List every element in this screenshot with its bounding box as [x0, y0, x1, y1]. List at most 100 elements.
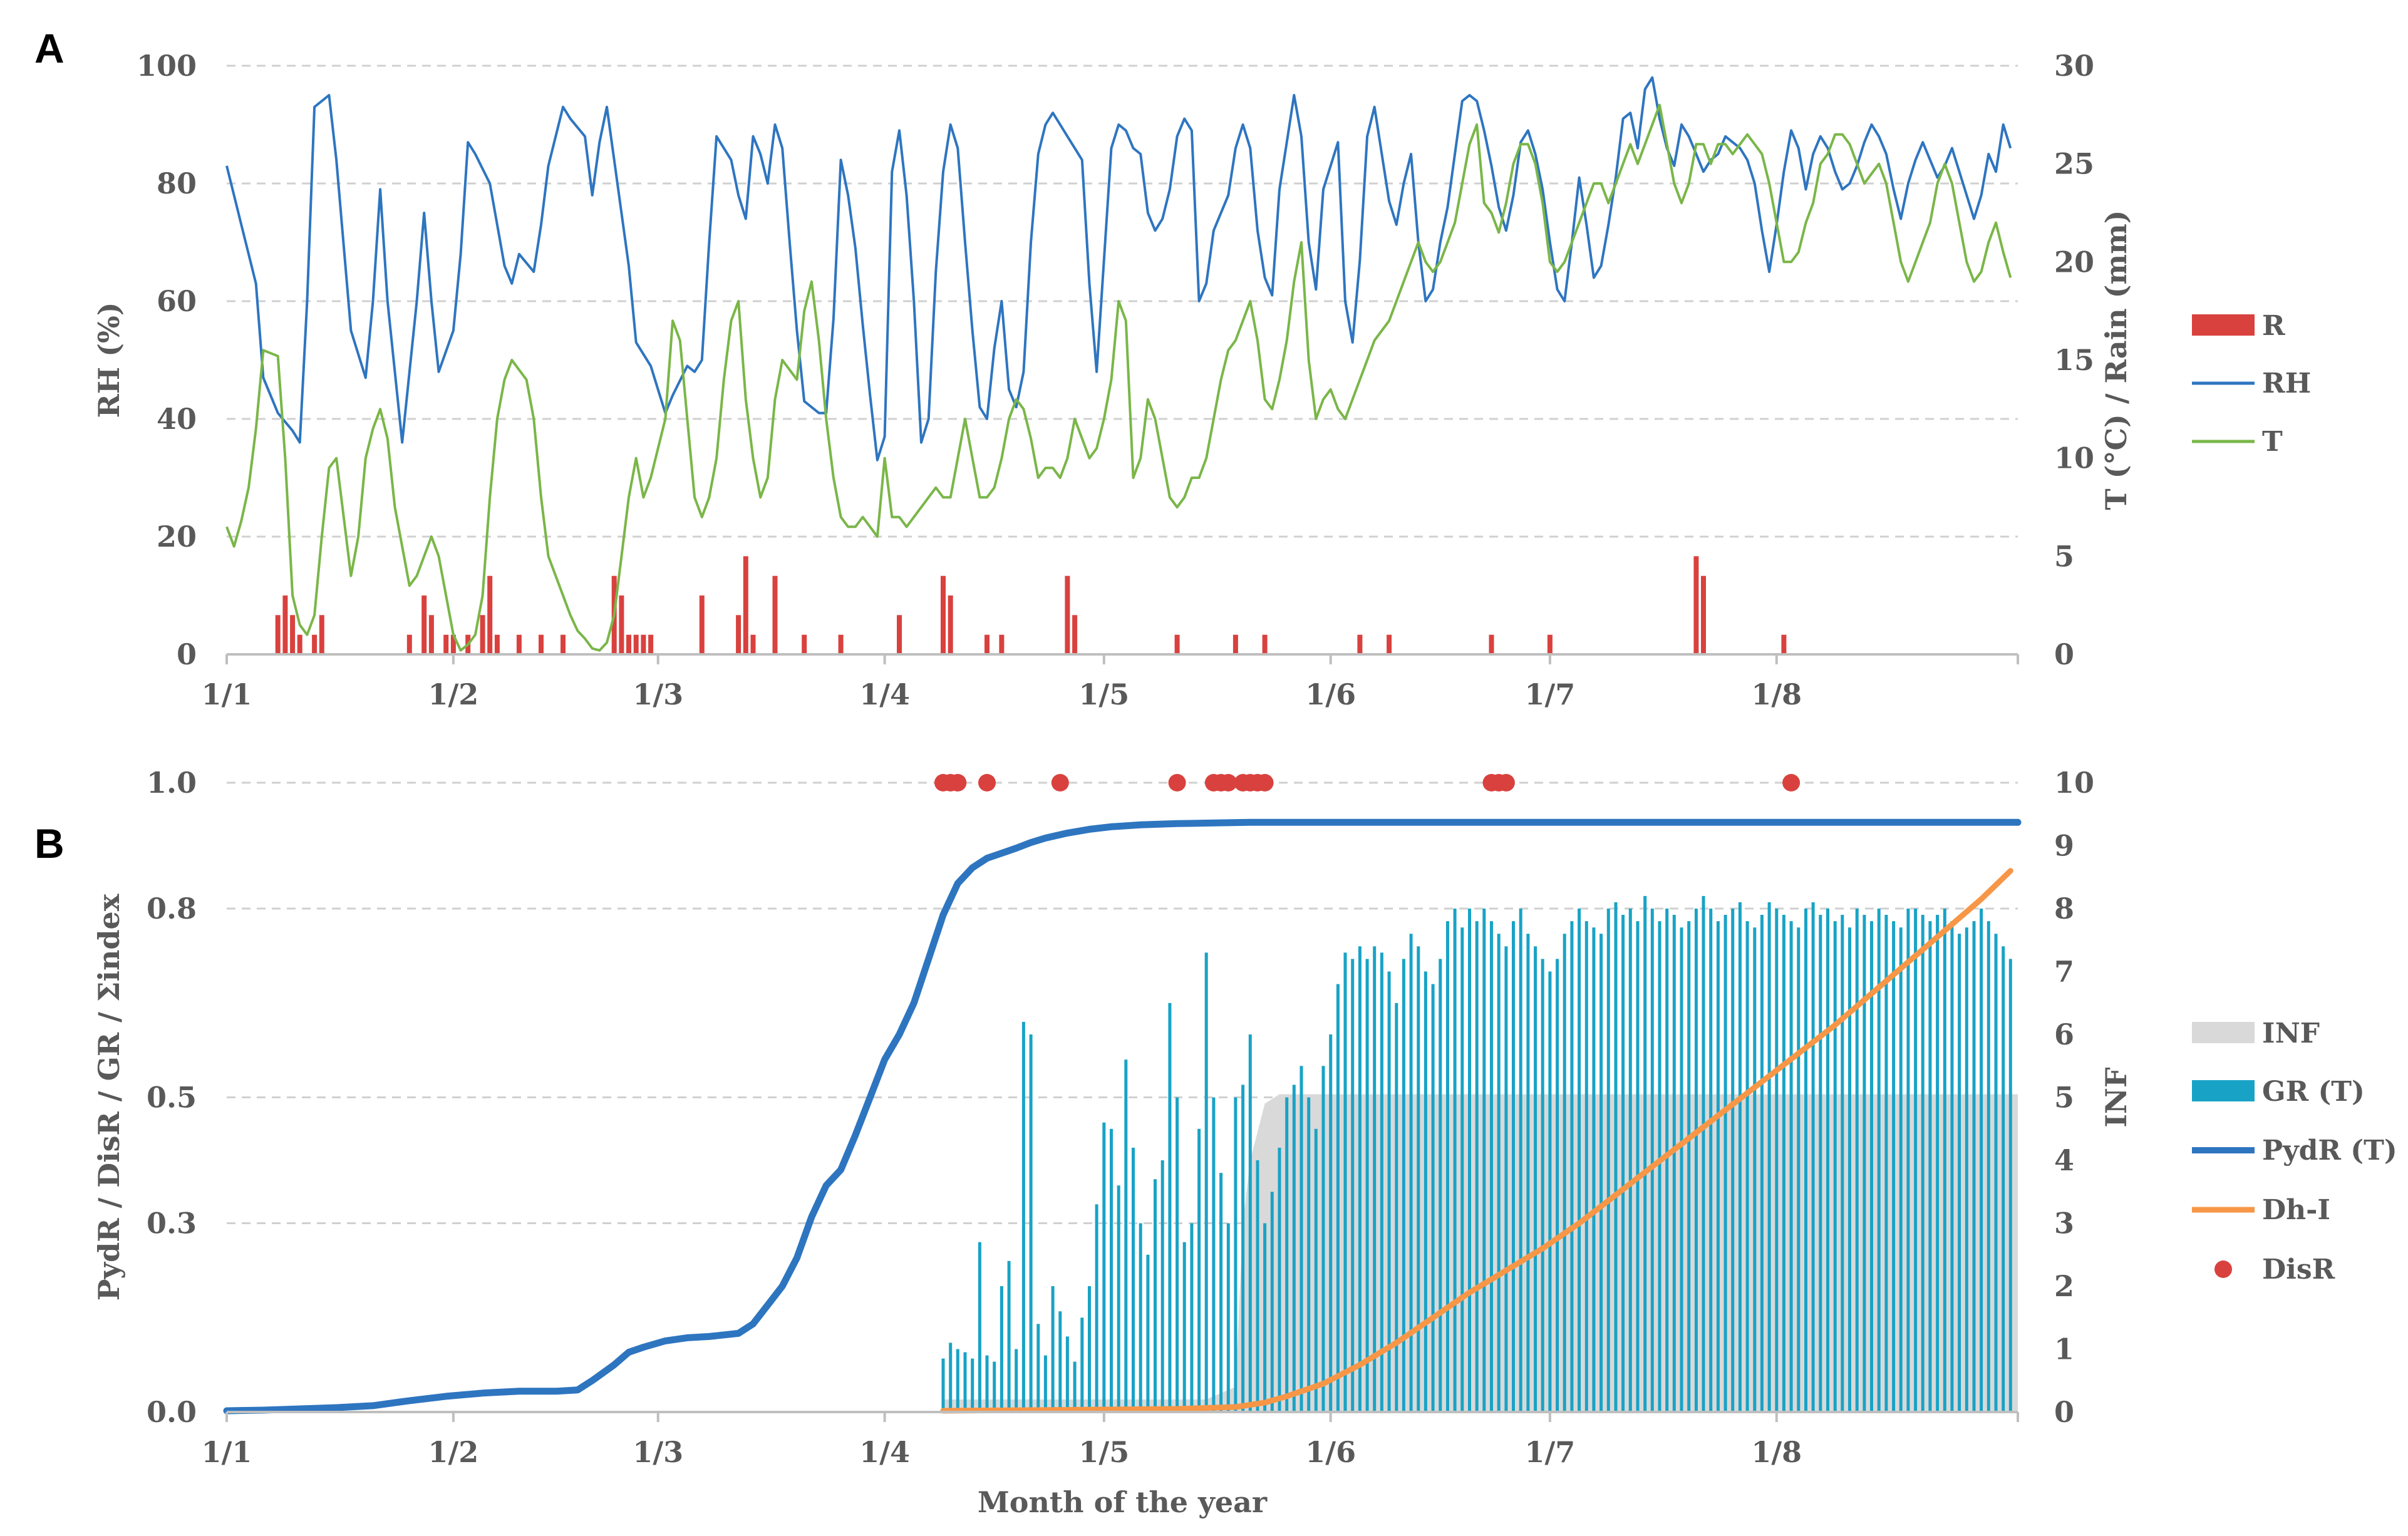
disr-point — [1256, 774, 1274, 791]
left-tick-label: 0.0 — [147, 1395, 197, 1429]
gr-bar — [1526, 934, 1530, 1412]
legend-swatch-inf — [2192, 1022, 2255, 1043]
gr-bar — [1994, 934, 1998, 1412]
gr-bar — [1519, 909, 1522, 1412]
rain-bar — [736, 615, 742, 654]
gr-bar — [1248, 1034, 1252, 1412]
series-line-dh-i — [940, 868, 2013, 1414]
gr-bar — [1241, 1085, 1245, 1412]
right-tick-label: 8 — [2054, 892, 2074, 925]
gr-bar — [1914, 909, 1918, 1412]
right-tick-label: 7 — [2054, 955, 2074, 989]
gr-bar — [1723, 915, 1727, 1412]
legend-label-rh: RH — [2262, 368, 2311, 399]
gr-bar — [1811, 902, 1815, 1412]
gr-bar — [1709, 909, 1713, 1412]
rain-bar — [312, 634, 318, 654]
gr-bar — [1643, 895, 1647, 1412]
gr-bar — [1402, 959, 1405, 1412]
gr-bar — [1665, 909, 1669, 1412]
rain-bar — [487, 575, 493, 654]
chart-a-left-axis-label: RH (%) — [92, 302, 126, 418]
rain-bar — [999, 634, 1005, 654]
legend-label-r: R — [2262, 310, 2285, 342]
gr-bar — [1132, 1147, 1135, 1412]
rain-bars — [275, 556, 1787, 654]
rain-bar — [743, 556, 748, 654]
chart-a-gridlines — [227, 64, 2018, 538]
gr-bar — [1080, 1317, 1084, 1413]
gr-bar — [1409, 934, 1413, 1412]
gr-bar — [1190, 1223, 1194, 1412]
gr-bar — [1797, 927, 1801, 1412]
rain-bar — [1072, 615, 1078, 654]
rain-bar — [633, 634, 639, 654]
chart-b-legend: INF GR (T) PydR (T) Dh-I DisR — [2192, 1018, 2397, 1286]
gr-bar — [1599, 934, 1603, 1412]
left-tick-label: 0.8 — [147, 892, 197, 925]
gr-bar — [1351, 959, 1355, 1412]
gr-bar — [949, 1343, 953, 1412]
chart-a-right-axis-label: T (°C) / Rain (mm) — [2099, 210, 2133, 510]
chart-b-right-axis-label: INF — [2099, 1067, 2133, 1128]
gr-bar — [1848, 927, 1851, 1412]
right-tick-label: 2 — [2054, 1269, 2074, 1303]
rain-bar — [450, 634, 456, 654]
gr-bar — [1307, 1097, 1311, 1412]
gr-bar — [1658, 921, 1661, 1412]
gr-bar — [1614, 902, 1618, 1412]
disr-point — [1219, 774, 1238, 791]
gr-bar — [1702, 895, 1705, 1412]
x-tick-label: 1/2 — [428, 1435, 478, 1469]
chart-a-legend: R RH T — [2192, 310, 2311, 458]
disr-point — [949, 774, 967, 791]
gr-bar — [941, 1358, 945, 1412]
legend-label-disr: DisR — [2262, 1254, 2335, 1286]
gr-bar — [1943, 909, 1946, 1412]
rain-bar — [1262, 634, 1268, 654]
gr-bar — [1592, 927, 1596, 1412]
chart-b-left-ticks: 0.0 0.3 0.5 0.8 1.0 — [147, 766, 197, 1429]
gr-bar — [1321, 1066, 1325, 1413]
gr-bar — [1980, 909, 1983, 1412]
right-tick-label: 15 — [2054, 343, 2094, 377]
gr-bar — [1987, 921, 1990, 1412]
legend-swatch-disr — [2214, 1260, 2232, 1278]
x-tick-label: 1/7 — [1524, 1435, 1575, 1469]
x-tick-label: 1/8 — [1751, 1435, 1802, 1469]
rain-bar — [648, 634, 654, 654]
gr-bar — [1270, 1192, 1274, 1413]
gr-bar — [1534, 946, 1537, 1412]
gr-bar — [1160, 1160, 1164, 1412]
gr-bar — [1570, 921, 1574, 1412]
gr-bar — [1095, 1204, 1098, 1412]
gr-bar — [1373, 946, 1377, 1412]
gr-bar — [1906, 909, 1910, 1412]
rain-bar — [282, 595, 288, 654]
gr-bar — [1065, 1336, 1069, 1412]
right-tick-label: 20 — [2054, 245, 2094, 279]
gr-bar — [1936, 915, 1940, 1412]
gr-bar — [1439, 959, 1442, 1412]
chart-b: 1/1 1/2 1/3 1/4 1/5 1/6 1/7 1/8 0.0 0.3 0.5 0.8 1.0… — [92, 766, 2397, 1519]
legend-swatch-r — [2192, 314, 2255, 336]
left-tick-label: 60 — [157, 284, 197, 318]
gr-bar — [971, 1358, 974, 1412]
rain-bar — [897, 615, 902, 654]
gr-bar — [1182, 1242, 1186, 1412]
gr-bar — [1863, 915, 1866, 1412]
rain-bar — [1174, 634, 1180, 654]
gr-bar — [1716, 921, 1720, 1412]
rain-bar — [699, 595, 705, 654]
gr-bar — [1365, 959, 1369, 1412]
rain-bar — [838, 634, 844, 654]
right-tick-label: 1 — [2054, 1332, 2074, 1366]
gr-bar — [1892, 921, 1896, 1412]
right-tick-label: 10 — [2054, 441, 2094, 475]
rain-bar — [290, 615, 296, 654]
gr-bar — [1212, 1097, 1216, 1412]
left-tick-label: 20 — [157, 520, 197, 554]
gr-bar — [1146, 1254, 1150, 1413]
gr-bar — [1819, 915, 1822, 1412]
